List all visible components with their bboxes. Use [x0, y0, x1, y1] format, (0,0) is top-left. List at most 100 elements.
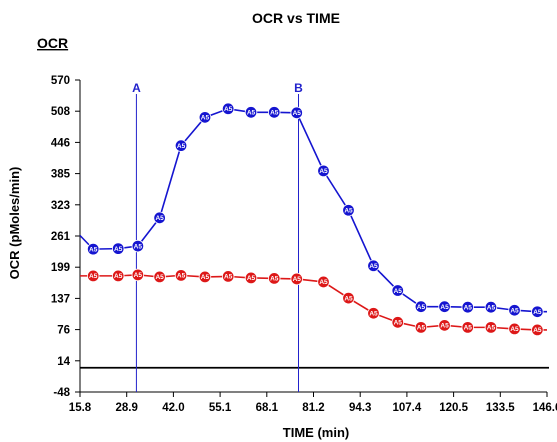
data-point: [461, 321, 474, 334]
x-axis-label: TIME (min): [283, 425, 349, 440]
data-point: [87, 242, 100, 256]
x-tick-label: 28.9: [116, 402, 138, 414]
y-tick-label: 261: [51, 231, 71, 243]
injection-label: A: [132, 81, 141, 95]
data-point-label: A5: [293, 110, 302, 117]
data-point-label: A5: [487, 304, 496, 311]
y-tick-label: 199: [51, 262, 70, 274]
data-point-label: A5: [510, 308, 519, 315]
data-point: [508, 322, 521, 336]
data-point: [290, 272, 303, 286]
data-point: [414, 321, 428, 334]
data-point: [414, 300, 428, 313]
data-point-label: A5: [270, 110, 279, 117]
data-point-label: A5: [369, 311, 378, 318]
data-point-label: A5: [177, 273, 186, 280]
data-point: [131, 239, 145, 253]
injection-label: B: [294, 81, 303, 95]
data-point: [391, 284, 404, 297]
data-point: [317, 275, 330, 289]
data-point-label: A5: [134, 243, 143, 250]
y-tick-label: 14: [57, 356, 70, 368]
data-point: [153, 270, 166, 284]
y-tick-label: 323: [51, 200, 70, 212]
data-point: [438, 319, 451, 332]
data-point: [531, 305, 544, 318]
data-point-label: A5: [440, 304, 449, 311]
x-tick-label: 120.5: [439, 402, 468, 414]
series: A5 A5 A5 A5 A5 A5 A5 A5 A5 A5 A5 A5 A5 A5 A5 A5 A5 A5 A5 A5: [79, 102, 547, 318]
data-point: [131, 268, 145, 282]
x-tick-label: 68.1: [256, 402, 279, 414]
x-tick-label: 81.2: [302, 402, 324, 414]
data-point: [317, 164, 330, 178]
data-point-label: A5: [177, 143, 186, 150]
data-point-label: A5: [319, 279, 328, 286]
y-tick-label: 137: [51, 293, 70, 305]
y-axis-label: OCR (pMoles/min): [7, 167, 22, 280]
axes: 570 508 446 385 323 261 199 137 76 14 -48 15.8 28.9 4…: [51, 75, 557, 414]
data-point-label: A5: [224, 274, 233, 281]
data-point-label: A5: [464, 325, 473, 332]
x-tick-label: 55.1: [209, 402, 232, 414]
x-tick-label: 133.5: [486, 402, 515, 414]
data-point: [342, 291, 355, 305]
data-point-label: A5: [394, 320, 403, 327]
data-point-label: A5: [247, 110, 256, 117]
data-point: [438, 300, 451, 313]
data-point: [244, 106, 258, 119]
y-tick-label: 76: [57, 325, 70, 337]
chart-title: OCR vs TIME: [252, 10, 340, 26]
data-point-label: A5: [134, 272, 143, 279]
data-point-label: A5: [201, 274, 210, 281]
data-point: [367, 259, 380, 272]
data-point-label: A5: [394, 288, 403, 295]
data-point-label: A5: [417, 325, 426, 332]
data-point: [174, 139, 188, 152]
data-point-label: A5: [510, 326, 519, 333]
y-tick-label: 508: [51, 106, 71, 118]
data-point-label: A5: [344, 295, 353, 302]
data-point-label: A5: [344, 208, 353, 215]
series: A5 A5 A5 A5 A5 A5 A5 A5 A5 A5 A5 A5 A5 A5 A5 A5 A5 A5 A5 A5: [80, 268, 547, 337]
y-tick-label: 446: [51, 137, 70, 149]
x-tick-label: 42.0: [162, 402, 184, 414]
data-point-label: A5: [270, 276, 279, 283]
data-point: [290, 106, 303, 120]
data-point: [153, 211, 166, 225]
data-point: [461, 300, 474, 314]
data-point-label: A5: [201, 115, 210, 122]
data-point: [508, 304, 521, 317]
x-tick-label: 94.3: [349, 402, 371, 414]
data-point: [268, 272, 281, 285]
data-point: [87, 269, 100, 283]
x-tick-label: 107.4: [393, 402, 422, 414]
data-point: [391, 316, 404, 329]
data-point-label: A5: [224, 106, 233, 113]
data-point-label: A5: [417, 304, 426, 311]
data-point-label: A5: [440, 323, 449, 330]
data-point-label: A5: [487, 325, 496, 332]
data-point: [221, 270, 235, 283]
data-point: [198, 111, 212, 124]
data-point: [531, 323, 544, 337]
data-point-label: A5: [319, 168, 328, 175]
series-line: [80, 274, 547, 331]
y-tick-label: 385: [51, 169, 71, 181]
data-point-label: A5: [89, 246, 98, 253]
data-point: [112, 242, 125, 255]
data-point: [484, 300, 498, 314]
data-point-label: A5: [155, 215, 164, 222]
series-line: [79, 107, 547, 313]
data-point: [268, 106, 281, 119]
data-point-label: A5: [464, 304, 473, 311]
data-point: [244, 271, 258, 285]
data-point-label: A5: [114, 273, 123, 280]
data-point-label: A5: [533, 327, 542, 334]
data-point-label: A5: [247, 275, 256, 282]
data-point-label: A5: [293, 276, 302, 283]
data-point: [112, 269, 125, 283]
